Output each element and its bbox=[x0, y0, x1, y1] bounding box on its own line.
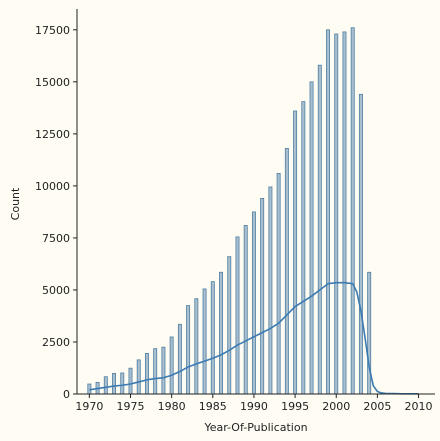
y-tick-label: 15000 bbox=[35, 76, 70, 89]
histogram-bar bbox=[326, 29, 330, 395]
histogram-bar bbox=[186, 305, 191, 395]
histogram-bar bbox=[112, 372, 117, 395]
x-axis-label: Year-Of-Publication bbox=[203, 421, 307, 434]
kde-layer bbox=[89, 281, 419, 395]
kde-line bbox=[89, 281, 419, 395]
histogram-bar bbox=[161, 346, 166, 395]
histogram-bar bbox=[227, 256, 232, 395]
axes-layer: 1970 1975 1980 1985 1990 1995 2000 2005 2010 0 250… bbox=[35, 9, 435, 413]
bars-layer bbox=[87, 27, 372, 395]
histogram-bar bbox=[194, 298, 199, 395]
histogram-bar bbox=[293, 110, 298, 395]
x-tick-label: 1990 bbox=[240, 400, 268, 413]
histogram-bar bbox=[260, 197, 265, 395]
x-tick-label: 1975 bbox=[116, 400, 144, 413]
histogram-bar bbox=[251, 211, 256, 395]
histogram-bar bbox=[268, 186, 273, 395]
histogram-bar bbox=[120, 372, 125, 395]
histogram-bar bbox=[128, 367, 133, 395]
y-axis-label: Count bbox=[9, 187, 22, 220]
histogram-bar bbox=[342, 31, 347, 395]
histogram-bar bbox=[243, 225, 248, 395]
histogram-bar bbox=[210, 281, 215, 395]
histogram-bar bbox=[358, 93, 363, 395]
histogram-bar bbox=[219, 271, 223, 395]
y-tick-label: 5000 bbox=[42, 284, 70, 297]
histogram-bar bbox=[301, 101, 306, 395]
x-tick-label: 1985 bbox=[199, 400, 227, 413]
histogram-bar bbox=[136, 359, 141, 395]
histogram-bar bbox=[309, 81, 314, 395]
histogram-bar bbox=[317, 64, 322, 395]
histogram-bar bbox=[276, 173, 281, 395]
x-tick-label: 2000 bbox=[322, 400, 350, 413]
x-tick-label: 1970 bbox=[75, 400, 103, 413]
histogram-bar bbox=[284, 148, 289, 395]
x-tick-label: 2005 bbox=[363, 400, 391, 413]
histogram-bar bbox=[350, 27, 355, 395]
y-tick-label: 17500 bbox=[35, 24, 70, 37]
histogram-bar bbox=[202, 288, 207, 395]
histogram-bar bbox=[169, 336, 174, 395]
histogram-bar bbox=[153, 348, 158, 395]
histogram-bar bbox=[103, 376, 108, 395]
x-tick-label: 2010 bbox=[405, 400, 433, 413]
histogram-bar bbox=[235, 236, 240, 395]
x-tick-label: 1980 bbox=[158, 400, 186, 413]
histogram-bar bbox=[144, 353, 149, 395]
histogram-bar bbox=[334, 33, 339, 395]
y-tick-label: 12500 bbox=[35, 128, 70, 141]
x-tick-label: 1995 bbox=[281, 400, 309, 413]
y-tick-label: 7500 bbox=[42, 232, 70, 245]
y-tick-label: 10000 bbox=[35, 180, 70, 193]
y-tick-label: 2500 bbox=[42, 336, 70, 349]
y-tick-label: 0 bbox=[63, 388, 70, 401]
histogram-bar bbox=[177, 323, 182, 395]
histogram-bar bbox=[367, 271, 372, 395]
